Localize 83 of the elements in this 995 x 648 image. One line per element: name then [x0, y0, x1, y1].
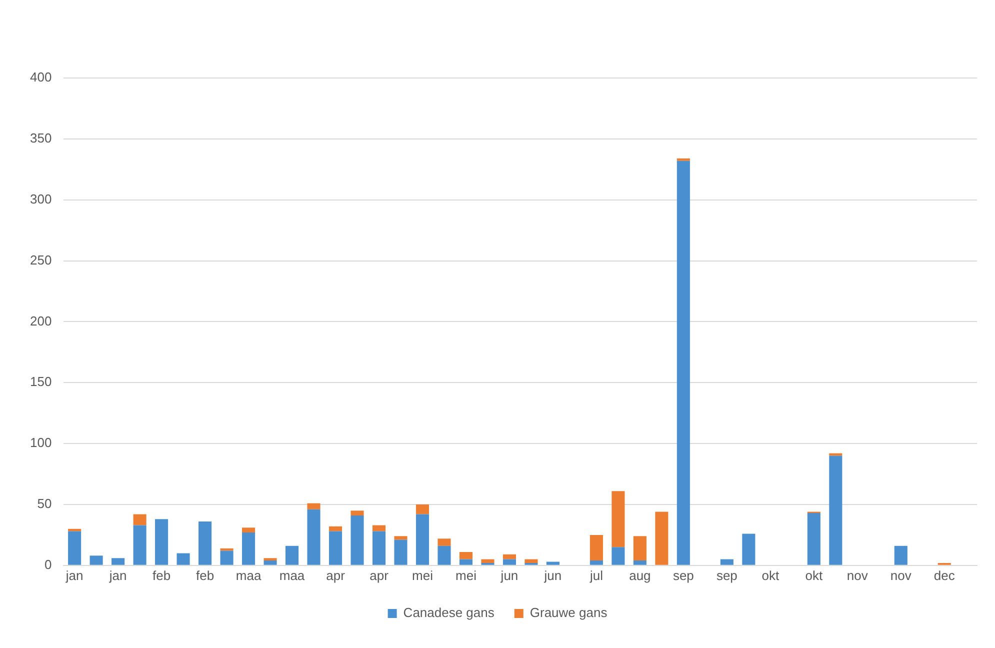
bar: [372, 525, 386, 532]
y-tick-label: 400: [30, 70, 52, 85]
bar: [176, 553, 190, 565]
bar: [807, 513, 820, 565]
x-tick-label: sep: [672, 568, 694, 583]
bar: [307, 509, 320, 565]
x-tick-label: jan: [108, 568, 127, 583]
bar: [612, 547, 625, 565]
bar: [676, 160, 690, 565]
x-tick-label: aug: [629, 568, 651, 583]
bar: [720, 559, 734, 565]
x-tick-label: jun: [500, 568, 518, 583]
x-tick-label: okt: [805, 568, 823, 583]
y-tick-label: 0: [44, 556, 52, 572]
bar: [307, 503, 320, 510]
x-tick-label: maa: [279, 568, 306, 583]
x-tick-label: jun: [543, 568, 562, 583]
bar: [220, 550, 234, 565]
y-tick-label: 150: [30, 374, 52, 390]
bar: [742, 534, 756, 565]
bar: [112, 558, 125, 565]
bar: [633, 560, 646, 565]
bar: [242, 532, 256, 565]
legend-label: Canadese gans: [403, 605, 495, 620]
bar: [590, 534, 603, 561]
bar: [502, 554, 516, 560]
bar: [524, 559, 538, 563]
x-tick-label: mei: [412, 568, 434, 583]
x-tick-label: dec: [934, 568, 956, 583]
y-tick-label: 300: [30, 191, 52, 206]
x-tick-label: feb: [196, 568, 214, 583]
x-tick-label: mei: [456, 568, 477, 583]
bar: [68, 531, 82, 565]
bar: [438, 546, 451, 565]
bar: [328, 526, 342, 532]
bar: [68, 528, 82, 532]
bar: [655, 512, 668, 565]
bar: [285, 546, 299, 565]
bar: [155, 519, 168, 565]
bar: [590, 560, 603, 565]
y-tick-label: 100: [30, 435, 52, 450]
x-tick-label: apr: [370, 568, 390, 583]
bar: [90, 556, 103, 565]
bar: [438, 538, 451, 546]
bar: [133, 514, 146, 526]
bar: [459, 552, 473, 560]
bar: [502, 559, 516, 565]
y-tick-label: 50: [37, 496, 52, 512]
x-tick-label: nov: [846, 568, 868, 583]
bar: [612, 491, 625, 548]
x-tick-label: maa: [236, 568, 262, 583]
bar: [133, 525, 146, 565]
bar: [546, 562, 560, 565]
y-tick-label: 250: [30, 252, 52, 268]
bar: [220, 548, 234, 551]
x-tick-label: nov: [890, 568, 912, 583]
bar: [198, 522, 212, 565]
x-tick-label: sep: [716, 568, 738, 583]
legend-label: Grauwe gans: [530, 605, 608, 620]
y-tick-label: 350: [30, 130, 52, 146]
bar: [328, 531, 342, 565]
x-tick-label: jul: [588, 568, 604, 583]
bar: [350, 510, 364, 516]
bar: [350, 515, 364, 565]
bar: [459, 559, 473, 565]
x-tick-label: okt: [762, 568, 780, 583]
bar: [394, 536, 408, 540]
bar: [676, 158, 690, 161]
bar: [264, 558, 277, 561]
bar: [633, 536, 646, 561]
bar: [829, 456, 842, 565]
bar: [372, 531, 386, 565]
x-tick-label: apr: [326, 568, 346, 583]
bar: [394, 540, 408, 565]
bar: [416, 514, 430, 565]
x-tick-label: jan: [64, 568, 84, 583]
bar: [264, 560, 277, 565]
y-tick-label: 200: [30, 313, 52, 328]
bar: [894, 546, 908, 565]
x-tick-label: feb: [152, 568, 171, 583]
bar: [481, 559, 494, 563]
bar: [242, 528, 256, 532]
bar: [416, 504, 430, 514]
